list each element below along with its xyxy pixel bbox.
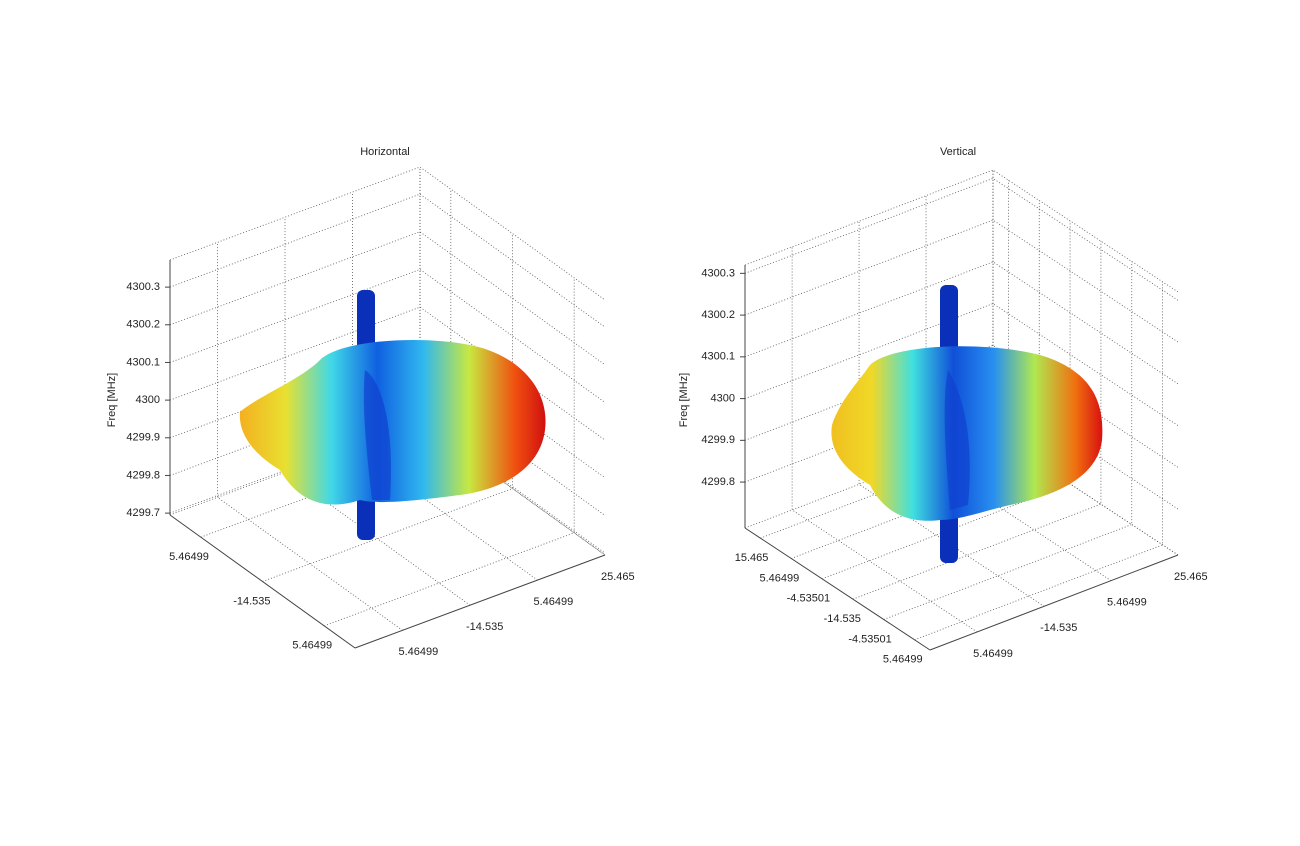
- z-tick-label: 4300: [136, 394, 160, 406]
- y-tick-label: 5.46499: [883, 654, 923, 666]
- x-grid-line: [791, 246, 978, 633]
- y-tick-label: 15.465: [735, 552, 769, 564]
- z-tick-label: 4299.8: [126, 469, 160, 481]
- z-grid-line: [744, 177, 1179, 301]
- y-tick-label: -4.53501: [848, 633, 891, 645]
- surface-fold: [363, 370, 391, 500]
- z-grid-line: [744, 219, 1179, 343]
- plot-title: Vertical: [940, 146, 976, 158]
- z-tick-label: 4300.2: [126, 319, 160, 331]
- z-tick-label: 4300.3: [701, 267, 735, 279]
- x-tick-label: 25.465: [601, 571, 635, 583]
- x-grid-line: [419, 167, 606, 556]
- y-axis: [744, 527, 931, 651]
- x-grid-line: [925, 195, 1112, 581]
- z-tick-label: 4300: [711, 392, 735, 404]
- x-tick-label: 5.46499: [973, 648, 1013, 660]
- z-tick-label: 4300.1: [701, 351, 735, 363]
- x-grid-line: [284, 217, 471, 606]
- y-tick-label: -4.53501: [787, 593, 830, 605]
- z-tick-label: 4299.8: [701, 476, 735, 488]
- z-tick-label: 4300.2: [701, 309, 735, 321]
- x-tick-label: 5.46499: [399, 646, 439, 658]
- x-axis: [354, 554, 606, 649]
- x-tick-label: -14.535: [466, 621, 503, 633]
- x-grid-line: [352, 192, 538, 581]
- surface-fold: [944, 370, 970, 510]
- y-tick-label: -14.535: [824, 613, 861, 625]
- z-grid-line: [169, 193, 606, 328]
- plot-title: Horizontal: [360, 146, 410, 158]
- x-grid-line: [217, 242, 403, 631]
- surface: [239, 340, 546, 505]
- z-tick-label: 4299.9: [126, 432, 160, 444]
- z-tick-label: 4299.7: [126, 507, 160, 519]
- y-tick-label: -14.535: [233, 595, 270, 607]
- z-tick-label: 4300.1: [126, 356, 160, 368]
- x-tick-label: -14.535: [1040, 622, 1077, 634]
- plot-vertical: 5.46499 -4.53501 -14.535 -4.53501 5.46499 15.…: [678, 146, 1208, 666]
- z-axis-label: Freq [MHz]: [678, 373, 690, 427]
- x-tick-label: 25.465: [1174, 571, 1208, 583]
- y-tick-label: 5.46499: [292, 640, 332, 652]
- x-tick-label: 5.46499: [1107, 597, 1147, 609]
- x-tick-label: 5.46499: [534, 596, 574, 608]
- surfaces: [239, 285, 1103, 563]
- x-grid-line: [858, 221, 1045, 607]
- plot-horizontal: 5.46499 -14.535 5.46499 25.465 5.46499 -14.53…: [106, 146, 635, 658]
- y-tick-label: 5.46499: [169, 551, 209, 563]
- z-tick-label: 4300.3: [126, 281, 160, 293]
- z-axis-label: Freq [MHz]: [106, 373, 118, 427]
- z-tick-label: 4299.9: [701, 434, 735, 446]
- x-grid-line: [992, 170, 1179, 556]
- x-axis: [929, 554, 1179, 651]
- y-tick-label: 5.46499: [759, 572, 799, 584]
